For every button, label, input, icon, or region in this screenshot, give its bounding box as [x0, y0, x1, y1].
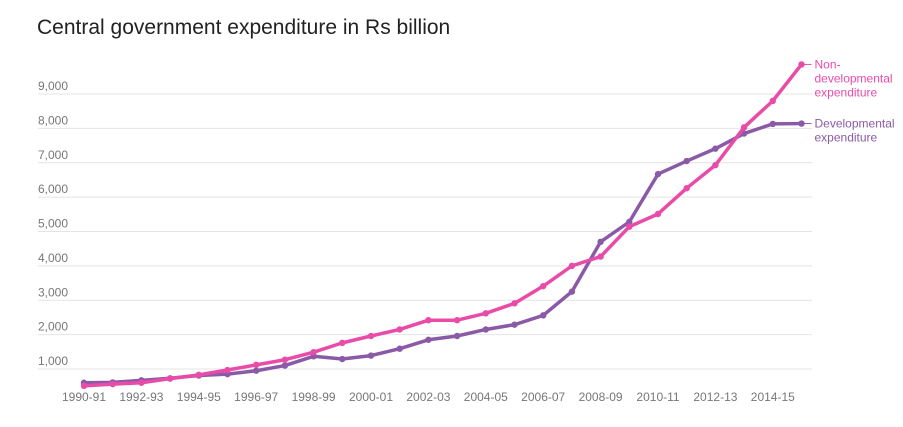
- data-point: [798, 120, 805, 127]
- data-point: [253, 367, 260, 374]
- data-point: [224, 366, 231, 374]
- series-label: expenditure: [815, 85, 878, 99]
- chart-title: Central government expenditure in Rs bil…: [37, 16, 451, 39]
- data-point: [80, 382, 88, 390]
- x-tick-label: 1998-99: [292, 390, 336, 404]
- data-point: [654, 170, 662, 178]
- data-point: [339, 339, 346, 347]
- data-point: [798, 61, 805, 68]
- data-point: [367, 332, 375, 340]
- data-point: [339, 355, 346, 363]
- data-point: [597, 253, 604, 260]
- data-point: [654, 210, 662, 218]
- data-point: [396, 326, 403, 333]
- data-point: [166, 375, 174, 382]
- x-tick-label: 2004-05: [464, 390, 508, 404]
- data-point: [568, 262, 576, 270]
- x-tick-label: 2008-09: [579, 390, 623, 404]
- data-point: [109, 380, 116, 388]
- series-line: [82, 62, 804, 388]
- y-tick-label: 9,000: [38, 79, 68, 93]
- y-tick-label: 5,000: [38, 217, 68, 231]
- data-point: [138, 379, 145, 386]
- data-point: [568, 288, 576, 295]
- x-tick-label: 2010-11: [636, 390, 679, 404]
- data-point: [453, 332, 461, 340]
- y-tick-label: 4,000: [38, 251, 68, 265]
- y-tick-label: 2,000: [38, 320, 68, 334]
- x-tick-label: 2002-03: [406, 390, 450, 404]
- data-point: [281, 362, 289, 369]
- x-tick-label: 2014-15: [751, 390, 795, 404]
- data-point: [195, 371, 202, 379]
- y-tick-label: 1,000: [38, 354, 68, 368]
- y-tick-label: 6,000: [38, 182, 68, 196]
- x-tick-label: 2012-13: [693, 390, 737, 404]
- x-tick-label: 1994-95: [177, 390, 221, 404]
- data-point: [626, 218, 633, 226]
- x-tick-label: 2006-07: [521, 390, 565, 404]
- data-point: [597, 238, 604, 246]
- data-point: [310, 348, 317, 356]
- data-point: [396, 345, 403, 352]
- series-label: Non-: [815, 57, 841, 71]
- y-tick-label: 3,000: [38, 285, 68, 299]
- data-point: [367, 352, 375, 359]
- data-point: [540, 282, 547, 290]
- data-point: [253, 361, 260, 369]
- series-label: developmental: [815, 71, 893, 85]
- y-tick-label: 7,000: [38, 148, 68, 162]
- data-point: [769, 97, 776, 105]
- data-point: [425, 336, 432, 343]
- x-tick-label: 2000-01: [349, 390, 393, 404]
- x-tick-label: 1990-91: [62, 390, 106, 404]
- series-label: expenditure: [815, 131, 878, 145]
- data-point: [712, 161, 719, 169]
- data-point: [511, 300, 518, 307]
- x-tick-label: 1996-97: [234, 390, 278, 404]
- data-point: [482, 310, 489, 317]
- x-tick-label: 1992-93: [119, 390, 163, 404]
- data-point: [626, 223, 633, 230]
- series-label: Developmental: [815, 117, 895, 131]
- data-point: [683, 157, 690, 165]
- data-point: [281, 356, 289, 363]
- data-point: [740, 124, 748, 131]
- data-point: [712, 145, 719, 152]
- data-point: [482, 326, 489, 333]
- data-point: [511, 321, 518, 328]
- y-tick-label: 8,000: [38, 113, 68, 127]
- data-point: [425, 316, 432, 324]
- data-point: [769, 120, 776, 128]
- data-point: [453, 316, 461, 324]
- data-point: [683, 184, 690, 192]
- data-point: [540, 312, 547, 319]
